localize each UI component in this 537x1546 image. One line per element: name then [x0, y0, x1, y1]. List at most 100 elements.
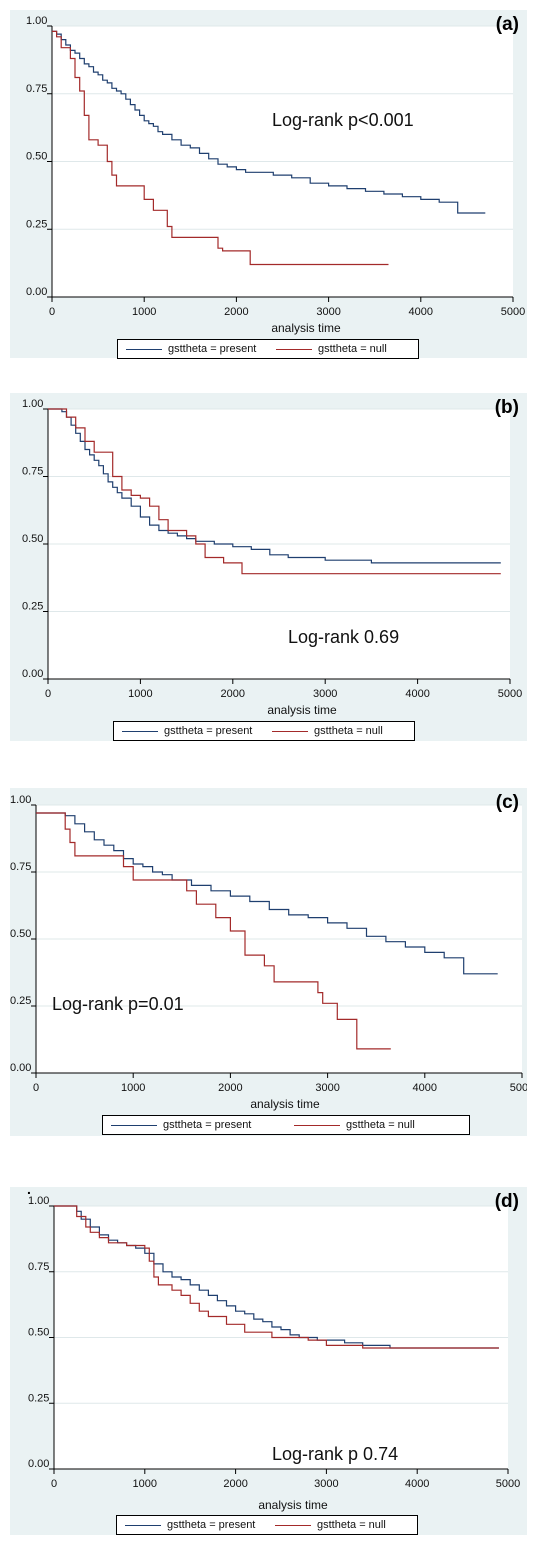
y-tick-label: 0.50	[22, 533, 43, 545]
x-tick-label: 1000	[133, 1478, 157, 1490]
km-curve-present	[48, 408, 501, 564]
y-tick-label: 0.00	[10, 1062, 31, 1074]
legend-swatch-present	[111, 1124, 157, 1126]
km-plot-a: 0.00 0.25 0.50 0.75 1.00 0 1000 2000 3000 4000 500…	[26, 15, 525, 318]
logrank-annotation: Log-rank p=0.01	[52, 994, 184, 1014]
y-tick-label: 0.25	[10, 995, 31, 1007]
x-tick-label: 1000	[132, 306, 156, 318]
y-tick-label: 0.00	[22, 668, 43, 680]
y-tick-label: 0.25	[28, 1392, 49, 1404]
y-tick-label: 0.75	[10, 861, 31, 873]
x-tick-label: 4000	[413, 1082, 437, 1094]
legend-label-present: gsttheta = present	[168, 343, 257, 355]
legend-swatch-null	[276, 348, 312, 350]
logrank-annotation: Log-rank p<0.001	[272, 110, 414, 130]
y-tick-label: 0.75	[26, 83, 47, 95]
y-tick-label: 0.50	[28, 1327, 49, 1339]
km-panel-c: 0.00 0.25 0.50 0.75 1.00 0 1000 2000 3000 4000 500…	[10, 788, 527, 1136]
legend: gsttheta = present gsttheta = null	[117, 339, 419, 359]
km-curve-null	[48, 408, 501, 575]
y-tick-label: 0.75	[22, 466, 43, 478]
x-tick-label: 2000	[218, 1082, 242, 1094]
x-axis-title: analysis time	[267, 703, 337, 717]
legend-swatch-present	[125, 1524, 161, 1526]
legend-swatch-null	[294, 1124, 340, 1126]
x-tick-label: 0	[33, 1082, 39, 1094]
km-curve-present	[36, 812, 498, 975]
y-tick-label: 0.50	[10, 928, 31, 940]
panel-label: (d)	[494, 1191, 519, 1212]
legend-label-null: gsttheta = null	[346, 1119, 415, 1131]
panel-label: (c)	[495, 792, 519, 813]
legend-swatch-present	[122, 730, 158, 732]
x-tick-label: 1000	[128, 688, 152, 700]
x-tick-label: 0	[45, 688, 51, 700]
logrank-annotation: Log-rank p 0.74	[272, 1444, 399, 1464]
y-tick-label: 1.00	[26, 15, 47, 27]
x-axis-title: analysis time	[250, 1097, 320, 1111]
x-tick-label: 5000	[501, 306, 525, 318]
y-tick-label: 0.75	[28, 1261, 49, 1273]
legend: gsttheta = present gsttheta = null	[113, 721, 415, 741]
stray-dot-mark: .	[27, 1181, 31, 1197]
km-panel-d: 0.00 0.25 0.50 0.75 1.00 0 1000 2000 3000 4000 500…	[10, 1181, 527, 1535]
y-tick-label: 0.00	[26, 286, 47, 298]
legend-item-present: gsttheta = present	[114, 725, 264, 737]
legend-item-null: gsttheta = null	[267, 1519, 417, 1531]
legend-label-present: gsttheta = present	[167, 1519, 256, 1531]
x-tick-label: 4000	[409, 306, 433, 318]
x-tick-label: 3000	[313, 688, 337, 700]
km-curve-null	[36, 812, 391, 1050]
logrank-annotation: Log-rank 0.69	[288, 627, 400, 647]
legend-label-null: gsttheta = null	[314, 725, 383, 737]
km-curve-null	[54, 1205, 499, 1349]
km-plot-c: 0.00 0.25 0.50 0.75 1.00 0 1000 2000 3000 4000 500…	[10, 794, 527, 1094]
x-tick-label: 0	[49, 306, 55, 318]
x-tick-label: 2000	[221, 688, 245, 700]
panel-label: (a)	[495, 14, 519, 35]
km-panel-a: 0.00 0.25 0.50 0.75 1.00 0 1000 2000 3000 4000 500…	[10, 10, 527, 359]
x-tick-label: 3000	[314, 1478, 338, 1490]
y-tick-label: 0.25	[26, 218, 47, 230]
y-tick-label: 1.00	[22, 398, 43, 410]
x-tick-label: 5000	[496, 1478, 520, 1490]
legend-label-present: gsttheta = present	[163, 1119, 252, 1131]
y-tick-label: 0.25	[22, 601, 43, 613]
y-tick-label: 0.50	[26, 151, 47, 163]
legend-item-null: gsttheta = null	[268, 343, 418, 355]
legend-item-present: gsttheta = present	[118, 343, 268, 355]
x-tick-label: 5000	[498, 688, 522, 700]
legend-swatch-null	[272, 730, 308, 732]
x-axis-title: analysis time	[271, 321, 341, 335]
legend: gsttheta = present gsttheta = null	[102, 1115, 470, 1135]
legend-item-present: gsttheta = present	[117, 1519, 267, 1531]
y-tick-label: 0.00	[28, 1458, 49, 1470]
km-plot-b: 0.00 0.25 0.50 0.75 1.00 0 1000 2000 3000 4000 500…	[22, 398, 522, 700]
legend-label-null: gsttheta = null	[317, 1519, 386, 1531]
x-axis-title: analysis time	[258, 1498, 328, 1512]
legend-item-present: gsttheta = present	[103, 1119, 286, 1131]
y-tick-label: 1.00	[28, 1195, 49, 1207]
km-panel-b: 0.00 0.25 0.50 0.75 1.00 0 1000 2000 3000 4000 500…	[10, 393, 527, 741]
legend-item-null: gsttheta = null	[286, 1119, 469, 1131]
legend-swatch-present	[126, 348, 162, 350]
legend-item-null: gsttheta = null	[264, 725, 414, 737]
x-tick-label: 3000	[316, 306, 340, 318]
panel-label: (b)	[494, 397, 519, 418]
x-tick-label: 4000	[405, 1478, 429, 1490]
legend: gsttheta = present gsttheta = null	[116, 1515, 418, 1535]
km-curve-null	[52, 30, 389, 266]
legend-label-null: gsttheta = null	[318, 343, 387, 355]
km-plot-d: 0.00 0.25 0.50 0.75 1.00 0 1000 2000 3000 4000 500…	[28, 1195, 520, 1490]
km-curve-present	[52, 30, 486, 214]
x-tick-label: 3000	[315, 1082, 339, 1094]
legend-swatch-null	[275, 1524, 311, 1526]
y-tick-label: 1.00	[10, 794, 31, 806]
x-tick-label: 5000	[510, 1082, 527, 1094]
legend-label-present: gsttheta = present	[164, 725, 253, 737]
x-tick-label: 2000	[224, 306, 248, 318]
x-tick-label: 4000	[405, 688, 429, 700]
x-tick-label: 0	[51, 1478, 57, 1490]
x-tick-label: 2000	[223, 1478, 247, 1490]
x-tick-label: 1000	[121, 1082, 145, 1094]
